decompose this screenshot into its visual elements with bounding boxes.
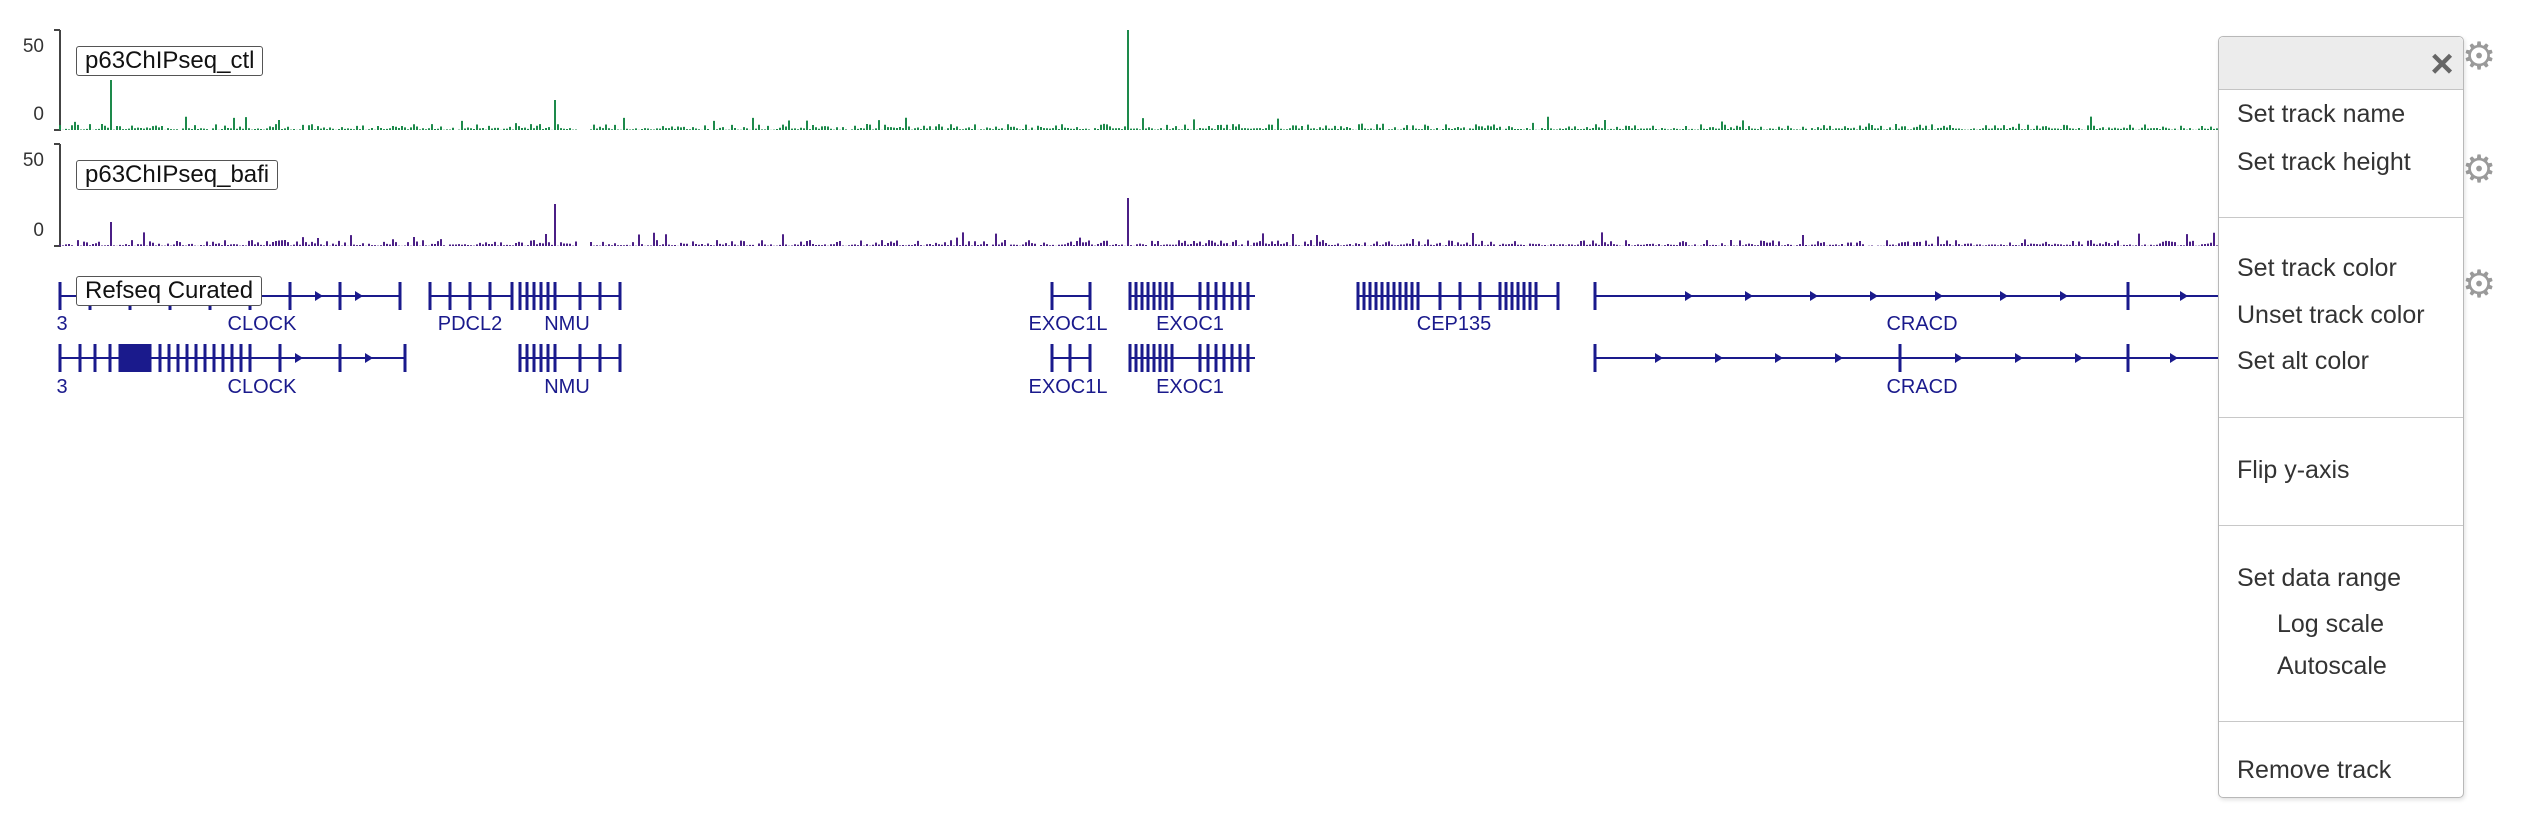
gene-label[interactable]: 3	[56, 313, 68, 335]
track-bafi-svg	[54, 143, 2218, 247]
track-ctl-name[interactable]: p63ChIPseq_ctl	[76, 46, 264, 76]
track-bafi-name[interactable]: p63ChIPseq_bafi	[76, 160, 279, 190]
menu-remove-track[interactable]: Remove track	[2237, 756, 2392, 784]
track-ctl-signal	[59, 30, 2218, 130]
gene-label[interactable]: EXOC1	[1156, 376, 1224, 398]
menu-autoscale[interactable]: Autoscale	[2277, 652, 2387, 680]
gene-label[interactable]: 3	[56, 376, 68, 398]
track-menu: × Set track name Set track height Set tr…	[2218, 36, 2464, 798]
gene-row-1	[58, 282, 2218, 310]
menu-divider	[2219, 217, 2463, 218]
gene-label[interactable]: EXOC1	[1156, 313, 1224, 335]
menu-set-track-name[interactable]: Set track name	[2237, 100, 2406, 128]
track-ctl-axis-max: 50	[22, 36, 44, 57]
menu-set-data-range[interactable]: Set data range	[2237, 564, 2402, 592]
menu-log-scale[interactable]: Log scale	[2277, 610, 2385, 638]
gene-label[interactable]: CLOCK	[227, 376, 297, 398]
gene-label[interactable]: CEP135	[1416, 313, 1492, 335]
gene-label[interactable]: CRACD	[1886, 313, 1958, 335]
gear-icon[interactable]: ⚙	[2462, 36, 2497, 78]
track-ctl-svg	[54, 29, 2218, 131]
gene-label[interactable]: PDCL2	[437, 313, 503, 335]
gene-label[interactable]: CLOCK	[227, 313, 297, 335]
menu-set-track-height[interactable]: Set track height	[2237, 148, 2411, 176]
track-refseq-svg	[58, 282, 2218, 372]
menu-divider	[2219, 525, 2463, 526]
gene-label[interactable]: CRACD	[1886, 376, 1958, 398]
gene-label[interactable]: EXOC1L	[1028, 376, 1108, 398]
close-icon[interactable]: ×	[2430, 42, 2454, 86]
track-bafi-axis-line	[54, 143, 61, 247]
track-bafi-axis-max: 50	[22, 150, 44, 171]
gear-icon[interactable]: ⚙	[2462, 264, 2497, 306]
gear-icon[interactable]: ⚙	[2462, 149, 2497, 191]
track-menu-header: ×	[2219, 37, 2463, 90]
track-ctl-axis-min: 0	[33, 104, 44, 125]
menu-unset-track-color[interactable]: Unset track color	[2237, 301, 2425, 329]
menu-flip-y-axis[interactable]: Flip y-axis	[2237, 456, 2350, 484]
track-bafi-signal	[59, 198, 2218, 246]
track-ctl-axis-line	[54, 29, 61, 131]
track-bafi-axis-min: 0	[33, 220, 44, 241]
menu-divider	[2219, 417, 2463, 418]
menu-set-alt-color[interactable]: Set alt color	[2237, 347, 2370, 375]
menu-set-track-color[interactable]: Set track color	[2237, 254, 2397, 282]
track-refseq-name[interactable]: Refseq Curated	[76, 276, 263, 306]
menu-divider	[2219, 721, 2463, 722]
gene-label[interactable]: NMU	[544, 313, 590, 335]
gene-label[interactable]: EXOC1L	[1028, 313, 1108, 335]
gene-label[interactable]: NMU	[544, 376, 590, 398]
gene-row-2	[58, 344, 2218, 372]
